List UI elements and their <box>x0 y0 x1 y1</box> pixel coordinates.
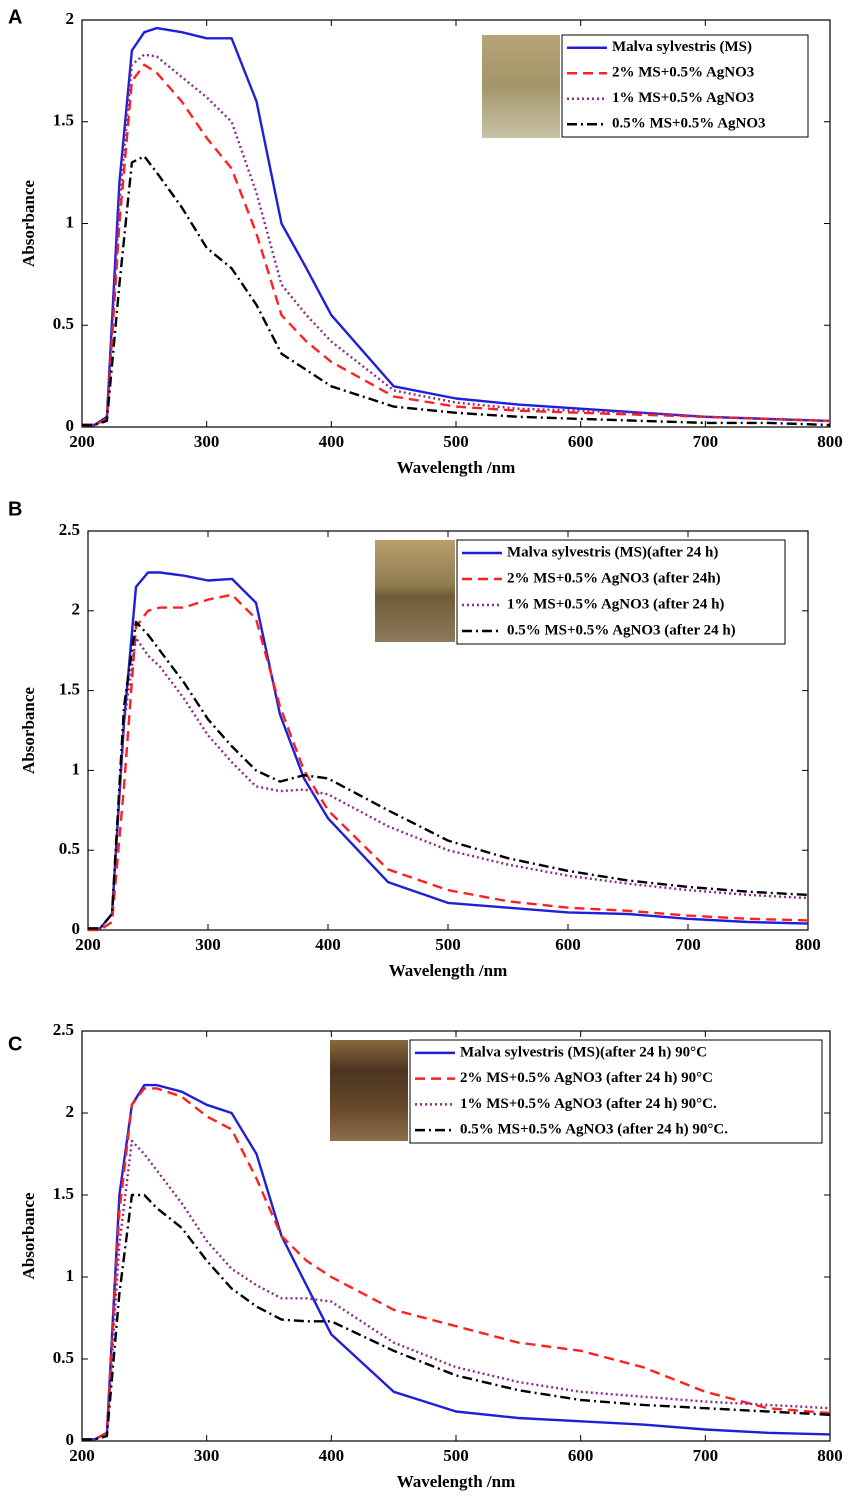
x-axis-title: Wavelength /nm <box>397 458 516 477</box>
legend-label: 1% MS+0.5% AgNO3 (after 24 h) <box>507 596 724 612</box>
y-tick-label: 1.5 <box>53 111 74 130</box>
y-tick-label: 2 <box>66 9 75 28</box>
y-tick-label: 1 <box>72 759 81 778</box>
x-tick-label: 400 <box>319 1446 345 1465</box>
y-tick-label: 2 <box>66 1102 75 1121</box>
x-tick-label: 700 <box>675 935 701 954</box>
series-line <box>82 26 831 427</box>
x-axis-title: Wavelength /nm <box>389 961 508 980</box>
legend-label: 1% MS+0.5% AgNO3 <box>612 90 754 106</box>
x-tick-label: 200 <box>69 432 95 451</box>
panel: C 200 300 400 500 600 700 800 0 0.5 1 1.5 2 2.5 Wavele… <box>8 1020 843 1491</box>
x-tick-label: 600 <box>568 1446 594 1465</box>
y-tick-label: 1 <box>66 1266 75 1285</box>
series-line <box>82 155 831 427</box>
legend-box <box>456 539 786 645</box>
sample-photo <box>482 35 560 138</box>
legend-box <box>561 34 809 138</box>
legend-label: 2% MS+0.5% AgNO3 (after 24h) <box>507 570 721 586</box>
y-tick-label: 0 <box>66 1430 75 1449</box>
series-line <box>82 1139 831 1441</box>
y-axis-title: Absorbance <box>19 687 38 774</box>
x-tick-label: 800 <box>817 1446 843 1465</box>
x-tick-label: 300 <box>194 432 220 451</box>
x-tick-label: 700 <box>693 432 719 451</box>
sample-photo <box>375 540 455 642</box>
y-tick-label: 0 <box>72 919 81 938</box>
series-line <box>82 1087 831 1441</box>
x-tick-label: 300 <box>194 1446 220 1465</box>
x-tick-label: 500 <box>443 432 469 451</box>
series-line <box>88 620 809 930</box>
series-line <box>88 636 809 930</box>
x-tick-label: 200 <box>69 1446 95 1465</box>
legend-label: 0.5% MS+0.5% AgNO3 <box>612 116 766 132</box>
sample-photo <box>330 1040 408 1141</box>
y-axis-title: Absorbance <box>19 180 38 267</box>
x-tick-label: 800 <box>795 935 821 954</box>
x-tick-label: 300 <box>195 935 221 954</box>
y-tick-label: 0.5 <box>53 314 74 333</box>
x-tick-label: 500 <box>443 1446 469 1465</box>
legend-label: 2% MS+0.5% AgNO3 (after 24 h) 90°C <box>460 1070 713 1086</box>
series-line <box>82 53 831 427</box>
legend-label: 0.5% MS+0.5% AgNO3 (after 24 h) 90°C. <box>460 1122 728 1138</box>
panel: A 200 300 400 500 600 700 800 0 0.5 1 1.5 2 Wavelengt… <box>8 6 843 477</box>
y-tick-label: 2.5 <box>53 1020 74 1039</box>
panel-letter: B <box>8 498 22 520</box>
x-tick-label: 500 <box>435 935 461 954</box>
y-tick-label: 0.5 <box>59 839 80 858</box>
series-line <box>88 593 809 932</box>
x-tick-label: 600 <box>568 432 594 451</box>
y-tick-label: 1.5 <box>59 680 80 699</box>
x-tick-label: 200 <box>75 935 101 954</box>
legend-label: 1% MS+0.5% AgNO3 (after 24 h) 90°C. <box>460 1096 717 1112</box>
x-axis-title: Wavelength /nm <box>397 1472 516 1491</box>
panel: B 200 300 400 500 600 700 800 0 0.5 1 1.5 2 2.5 Wavele… <box>8 498 821 980</box>
x-tick-label: 600 <box>555 935 581 954</box>
y-axis-title: Absorbance <box>19 1192 38 1279</box>
y-tick-label: 0.5 <box>53 1348 74 1367</box>
x-tick-label: 400 <box>315 935 341 954</box>
x-tick-label: 800 <box>817 432 843 451</box>
y-tick-label: 1.5 <box>53 1184 74 1203</box>
x-tick-label: 700 <box>693 1446 719 1465</box>
y-tick-label: 2.5 <box>59 520 80 539</box>
legend-label: Malva sylvestris (MS)(after 24 h) <box>507 544 718 560</box>
y-tick-label: 2 <box>72 600 81 619</box>
y-tick-label: 0 <box>66 416 75 435</box>
legend-label: 0.5% MS+0.5% AgNO3 (after 24 h) <box>507 622 736 638</box>
panel-letter: C <box>8 1033 22 1055</box>
panel-letter: A <box>8 6 22 28</box>
legend-label: 2% MS+0.5% AgNO3 <box>612 65 754 81</box>
legend-label: Malva sylvestris (MS) <box>612 39 752 55</box>
legend-box <box>409 1039 823 1144</box>
x-tick-label: 400 <box>319 432 345 451</box>
series-line <box>82 63 831 427</box>
legend-label: Malva sylvestris (MS)(after 24 h) 90°C <box>460 1044 707 1060</box>
y-tick-label: 1 <box>66 212 75 231</box>
